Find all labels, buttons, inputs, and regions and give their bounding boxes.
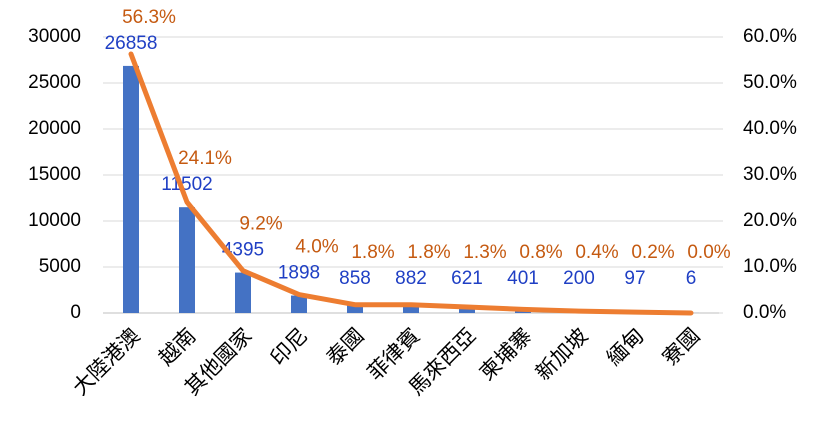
y2-tick-label: 50.0% bbox=[743, 72, 797, 93]
y2-tick-label: 10.0% bbox=[743, 256, 797, 277]
line-value-label: 1.3% bbox=[463, 242, 506, 263]
y-tick-label: 0 bbox=[70, 302, 81, 323]
x-tick-label: 大陸港澳 bbox=[69, 324, 145, 400]
bar bbox=[235, 273, 251, 313]
chart: 0 5000 10000 15000 20000 25000 30000 0.0% 10.0% 2… bbox=[0, 0, 814, 423]
bar-value-label: 200 bbox=[563, 268, 595, 289]
y-tick-label: 25000 bbox=[28, 72, 81, 93]
y-tick-label: 15000 bbox=[28, 164, 81, 185]
x-tick-label: 印尼 bbox=[266, 324, 312, 370]
y-tick-label: 10000 bbox=[28, 210, 81, 231]
line-value-label: 1.8% bbox=[407, 242, 450, 263]
x-tick-label: 越南 bbox=[154, 324, 200, 370]
bar-value-label: 401 bbox=[507, 268, 539, 289]
x-tick-label: 緬甸 bbox=[602, 324, 648, 370]
line-value-label: 0.0% bbox=[687, 242, 730, 263]
bar-value-label: 6 bbox=[686, 268, 697, 289]
line-value-label: 56.3% bbox=[122, 7, 176, 28]
bar-value-label: 858 bbox=[339, 268, 371, 289]
bar-value-label: 26858 bbox=[105, 33, 158, 54]
bar-value-label: 882 bbox=[395, 268, 427, 289]
y-tick-label: 5000 bbox=[39, 256, 81, 277]
line-value-label: 4.0% bbox=[295, 237, 338, 258]
bar-value-label: 97 bbox=[624, 268, 645, 289]
bar bbox=[179, 207, 195, 313]
line-value-label: 0.8% bbox=[519, 242, 562, 263]
bar-value-label: 1898 bbox=[278, 263, 320, 284]
line-value-label: 1.8% bbox=[351, 242, 394, 263]
y2-tick-label: 20.0% bbox=[743, 210, 797, 231]
x-tick-label: 寮國 bbox=[658, 324, 704, 370]
line-value-label: 0.2% bbox=[631, 242, 674, 263]
bar-value-label: 11502 bbox=[161, 174, 212, 195]
line-value-label: 9.2% bbox=[239, 214, 282, 235]
bar-value-label: 621 bbox=[451, 268, 483, 289]
bar bbox=[291, 296, 307, 313]
line-value-label: 0.4% bbox=[575, 242, 618, 263]
bar bbox=[123, 66, 139, 313]
y2-tick-label: 30.0% bbox=[743, 164, 797, 185]
y2-tick-label: 0.0% bbox=[743, 302, 786, 323]
x-tick-label: 泰國 bbox=[322, 324, 368, 370]
y2-tick-label: 40.0% bbox=[743, 118, 797, 139]
y2-tick-label: 60.0% bbox=[743, 26, 797, 47]
y-tick-label: 30000 bbox=[28, 26, 81, 47]
line-value-label: 24.1% bbox=[178, 148, 232, 169]
x-tick-label: 新加坡 bbox=[532, 324, 593, 385]
y-tick-label: 20000 bbox=[28, 118, 81, 139]
x-tick-label: 柬埔寨 bbox=[476, 324, 537, 385]
